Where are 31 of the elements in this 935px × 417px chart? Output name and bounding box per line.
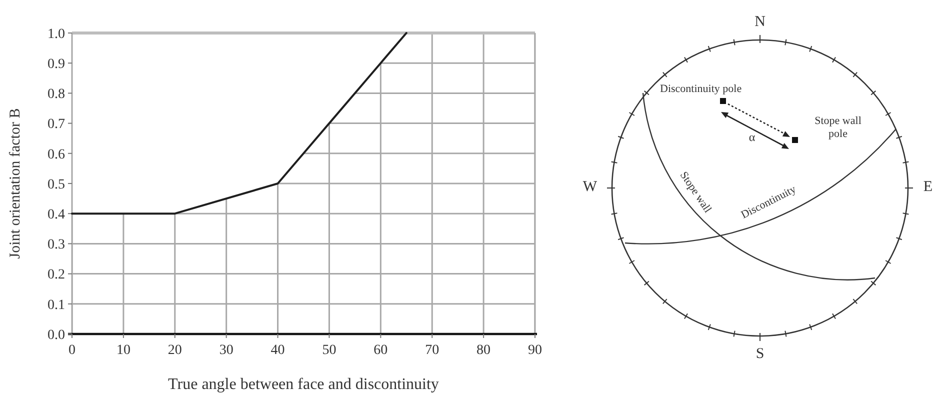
y-tick-label: 0.6 [48, 147, 65, 162]
y-tick-label: 0.1 [48, 298, 65, 313]
x-tick-label: 90 [528, 343, 542, 358]
y-tick-label: 0.8 [48, 87, 65, 102]
y-tick-label: 0.0 [48, 328, 65, 343]
y-tick-label: 1.0 [48, 26, 65, 42]
y-tick-label: 0.3 [48, 238, 65, 253]
x-tick-label: 70 [425, 343, 440, 358]
x-tick-label: 60 [374, 343, 388, 358]
x-tick-label: 10 [116, 343, 130, 358]
text: Stope wall pole [814, 115, 862, 140]
line-series [71, 32, 408, 215]
x-tick-label: 30 [219, 343, 234, 358]
text: E [923, 179, 933, 195]
x-tick-label: 0 [68, 343, 76, 358]
y-tick-label: 0.4 [48, 208, 65, 222]
x-tick-label: 40 [270, 343, 285, 358]
x-tick-label: 50 [322, 343, 336, 358]
text: N [754, 14, 766, 30]
text: α [748, 130, 756, 144]
y-tick-label: 0.9 [48, 57, 65, 72]
y-axis-title: Joint orientation factor B [7, 108, 24, 259]
y-tick-label: 0.2 [48, 268, 65, 283]
x-tick-label: 80 [476, 343, 491, 358]
x-tick-label: 20 [168, 343, 182, 358]
text: W [582, 179, 598, 195]
text: Discontinuity pole [660, 83, 742, 95]
y-tick-label: 0.5 [48, 177, 65, 192]
text: S [756, 346, 764, 362]
y-tick-label: 0.7 [48, 117, 65, 132]
x-axis-title: True angle between face and discontinuity [168, 376, 439, 393]
